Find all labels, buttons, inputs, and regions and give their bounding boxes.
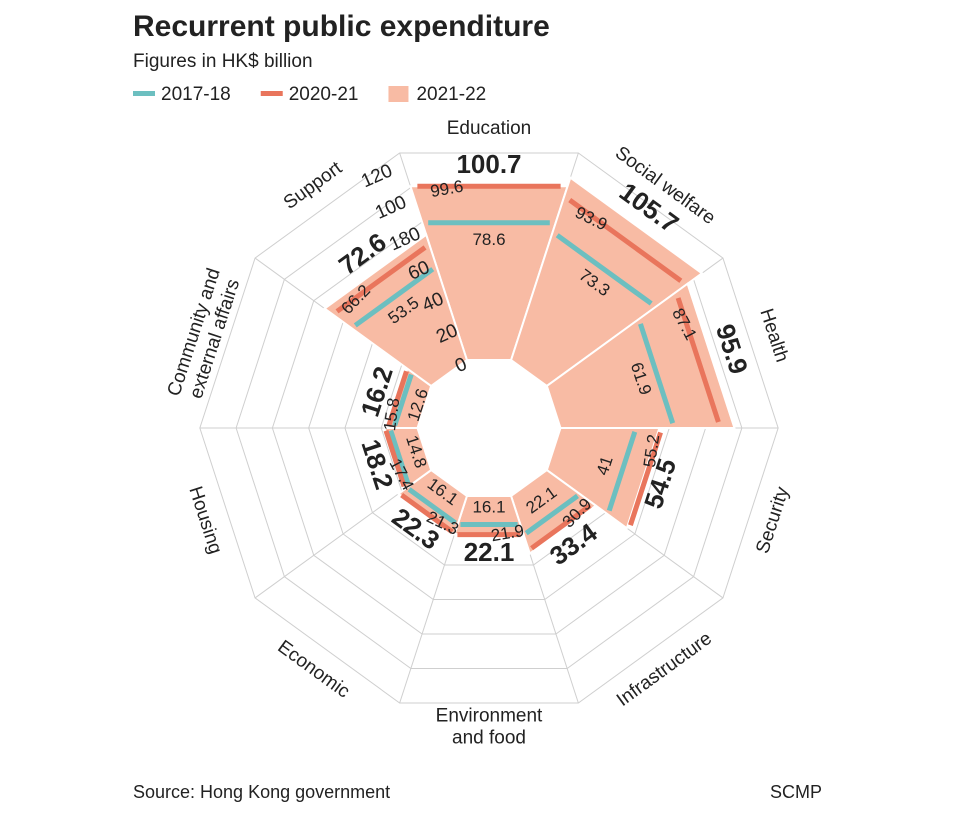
- y-tick-label: 100: [372, 192, 410, 224]
- category-label: Housing: [184, 484, 226, 557]
- value-label: 100.7: [456, 149, 521, 179]
- series-line: [392, 373, 414, 427]
- category-label: Health: [755, 306, 792, 365]
- category-label-line: and food: [452, 727, 526, 748]
- legend-label: 2021-22: [416, 84, 486, 105]
- series-line: [606, 431, 638, 512]
- series-line: [638, 323, 676, 424]
- series-line: [388, 429, 411, 485]
- legend-label: 2020-21: [289, 84, 359, 105]
- series-line: [675, 297, 721, 423]
- bar: [545, 427, 661, 530]
- legend-swatch: [133, 91, 155, 96]
- value-label: 41: [593, 454, 617, 478]
- hole: [421, 360, 557, 496]
- value-label: 15.8: [380, 397, 403, 432]
- value-label: 95.9: [710, 320, 754, 377]
- series-line: [353, 267, 435, 328]
- series-line: [383, 429, 407, 488]
- series-line: [628, 431, 663, 526]
- category-label: Support: [280, 157, 347, 214]
- legend-swatch: [260, 91, 283, 96]
- series-line: [568, 198, 683, 283]
- series-line: [386, 370, 409, 427]
- series-line: [335, 245, 427, 314]
- bar: [509, 176, 704, 388]
- category-label: Education: [447, 118, 532, 139]
- category-label: Environment and food: [436, 706, 543, 749]
- category-label: Security: [752, 484, 793, 556]
- category-label-line: Environment: [436, 706, 543, 727]
- bars: [322, 176, 736, 556]
- chart-subtitle: Figures in HK$ billion: [133, 51, 313, 72]
- legend-label: 2017-18: [161, 84, 231, 105]
- value-label: 16.1: [472, 497, 505, 516]
- chart-title: Recurrent public expenditure: [133, 10, 550, 43]
- value-label: 55.2: [640, 433, 663, 468]
- series-line: [400, 493, 454, 534]
- y-tick-label: 120: [358, 160, 396, 192]
- category-label: Community andexternal affairs: [164, 266, 246, 406]
- value-label: 22.1: [464, 537, 515, 567]
- category-label: Economic: [274, 636, 354, 702]
- series-line: [407, 487, 457, 525]
- value-label: 78.6: [472, 230, 505, 249]
- series-line: [524, 493, 579, 536]
- legend-swatch: [388, 86, 409, 102]
- source: Source: Hong Kong government: [133, 782, 390, 802]
- series-line: [555, 233, 653, 306]
- series-line: [530, 503, 592, 551]
- credit: SCMP: [770, 782, 822, 802]
